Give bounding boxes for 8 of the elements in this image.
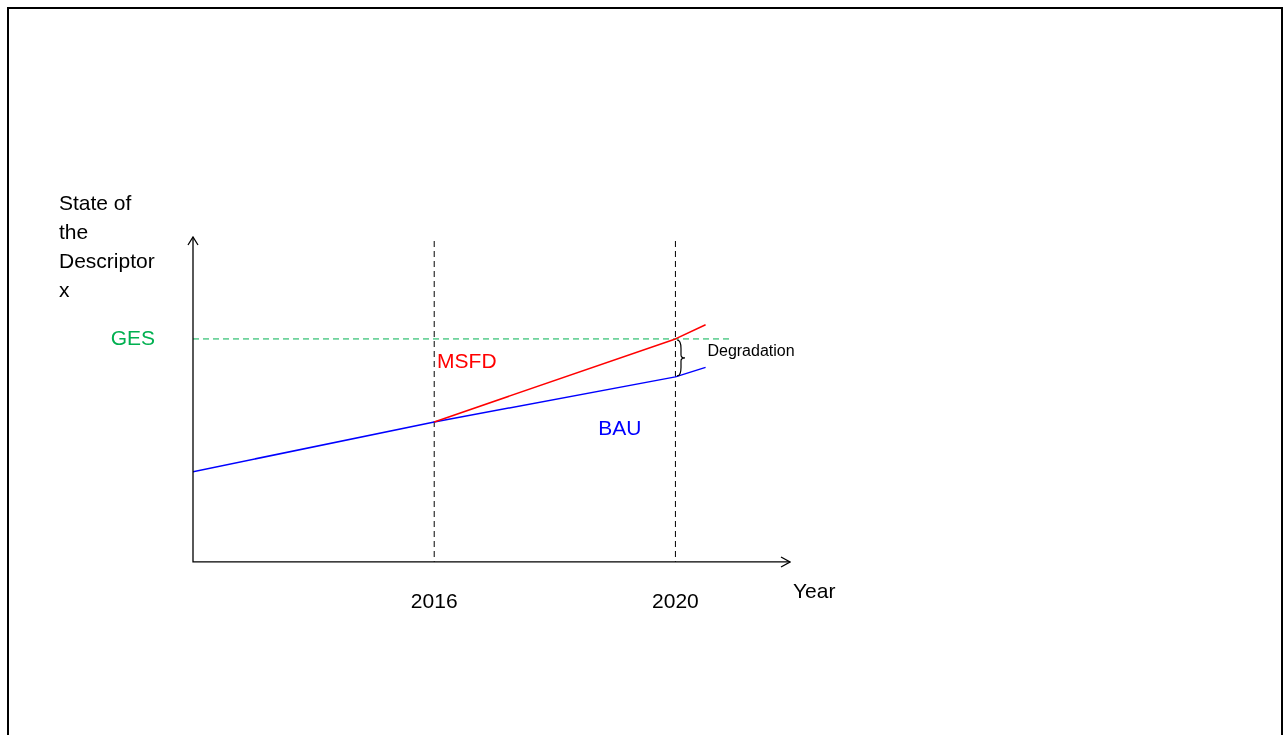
x-tick-label: 2020 (652, 589, 699, 613)
y-axis-title: State of the Descriptor x (59, 191, 155, 301)
series-label: BAU (598, 416, 642, 440)
x-axis-title: Year (793, 578, 836, 602)
ref-line-label: GES (110, 325, 155, 349)
x-tick-label: 2016 (410, 589, 458, 613)
annotation: Degradation (707, 342, 795, 360)
series-label: MSFD (437, 349, 497, 373)
